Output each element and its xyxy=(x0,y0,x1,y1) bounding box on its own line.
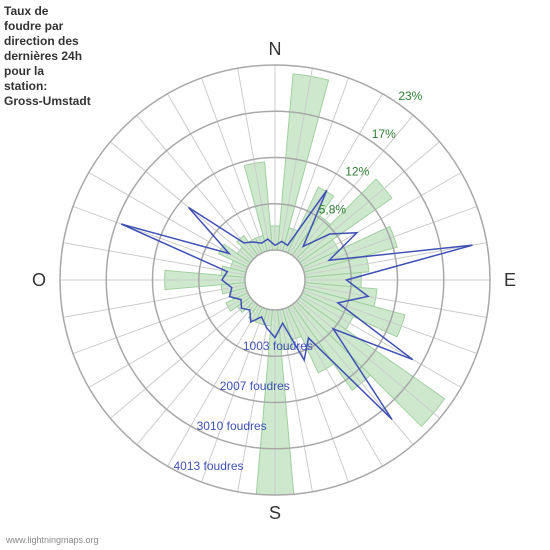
title-line: Gross-Umstadt xyxy=(4,94,91,109)
title-line: Taux de xyxy=(4,4,91,19)
hub-circle xyxy=(245,250,305,310)
chart-container: Taux defoudre pardirection desdernières … xyxy=(0,0,550,550)
percent-ring-label: 12% xyxy=(345,165,369,179)
title-line: foudre par xyxy=(4,19,91,34)
compass-label: N xyxy=(269,39,282,59)
percent-ring-label: 23% xyxy=(398,89,422,103)
chart-title: Taux defoudre pardirection desdernières … xyxy=(4,4,91,109)
percent-ring-label: 5,8% xyxy=(319,203,347,217)
compass-label: S xyxy=(269,503,281,523)
count-ring-label: 3010 foudres xyxy=(197,419,267,433)
title-line: station: xyxy=(4,79,91,94)
count-ring-label: 4013 foudres xyxy=(174,459,244,473)
attribution-text: www.lightningmaps.org xyxy=(6,535,99,545)
compass-label: E xyxy=(504,270,516,290)
title-line: direction des xyxy=(4,34,91,49)
percent-ring-label: 17% xyxy=(372,127,396,141)
title-line: pour la xyxy=(4,64,91,79)
compass-label: O xyxy=(32,270,46,290)
count-ring-label: 2007 foudres xyxy=(220,379,290,393)
title-line: dernières 24h xyxy=(4,49,91,64)
count-ring-label: 1003 foudres xyxy=(243,339,313,353)
